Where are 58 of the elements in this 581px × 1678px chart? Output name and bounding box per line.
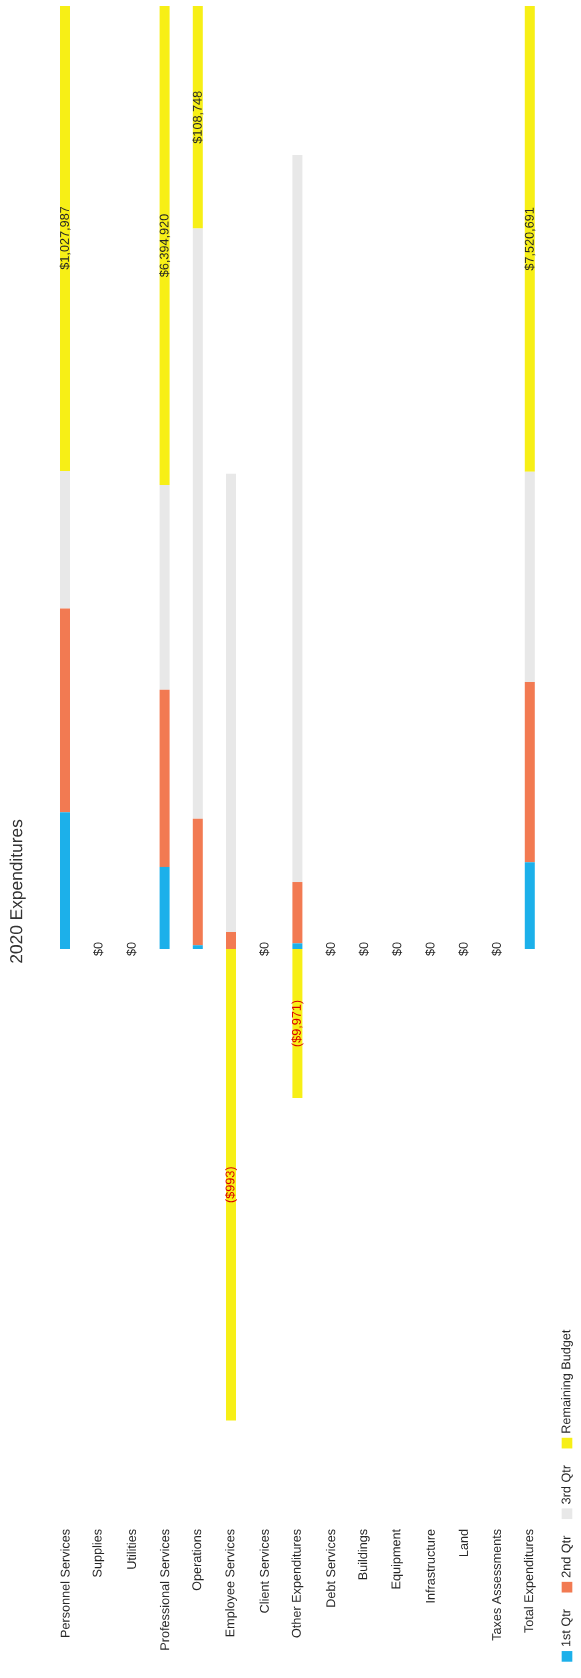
bar (192, 945, 203, 949)
x-tick-label: Supplies (92, 1529, 105, 1577)
x-tick-label: Utilities (126, 1529, 137, 1569)
x-tick-label: Operations (191, 1529, 204, 1591)
bar (226, 932, 236, 949)
bar (192, 6, 203, 229)
bar (159, 6, 170, 486)
bar (192, 818, 203, 946)
text: 1st Qtr (561, 1609, 573, 1647)
bar (226, 948, 236, 1421)
bar (60, 6, 70, 471)
x-tick-label: Taxes Assessments (492, 1529, 502, 1641)
bar (524, 6, 535, 472)
annotation: $0 (259, 942, 270, 956)
annotation: ($993) (224, 1167, 237, 1203)
annotation: $1,027,987 (59, 206, 71, 270)
bar (524, 862, 535, 949)
x-tick-label: Employee Services (225, 1529, 237, 1637)
annotation: $0 (391, 942, 403, 956)
annotation: ($9,971) (291, 1000, 304, 1047)
bar (60, 470, 70, 609)
annotation: $6,394,920 (159, 214, 171, 278)
x-tick-label: Debt Services (325, 1529, 336, 1607)
x-tick-label: Other Expenditures (291, 1529, 304, 1638)
text: Remaining Budget (561, 1329, 573, 1433)
x-tick-label: Infrastructure (425, 1529, 435, 1603)
annotation: $0 (425, 942, 436, 956)
bar (60, 608, 70, 813)
annotation: $0 (93, 942, 104, 956)
annotation: $0 (325, 942, 336, 956)
x-tick-label: Total Expenditures (523, 1529, 536, 1633)
bar (292, 948, 303, 1098)
annotation: $0 (126, 942, 137, 956)
x-tick-label: Personnel Services (60, 1529, 70, 1637)
bar (292, 882, 303, 944)
bar (292, 154, 303, 883)
bar (159, 866, 170, 949)
x-tick-label: Buildings (357, 1529, 370, 1580)
annotation: $7,520,691 (524, 207, 536, 271)
text: 2020 Expenditures (9, 819, 26, 963)
annotation: $108,748 (192, 91, 204, 144)
bar (292, 943, 303, 949)
bar (60, 812, 70, 949)
x-tick-label: Client Services (259, 1529, 269, 1613)
x-tick-label: Equipment (391, 1529, 403, 1589)
bar (524, 682, 535, 863)
x-tick-label: Professional Services (159, 1529, 170, 1650)
bar (159, 689, 170, 867)
annotation: $0 (491, 942, 502, 956)
text: 2nd Qtr (561, 1535, 573, 1578)
text: 3rd Qtr (561, 1465, 573, 1504)
annotation: $0 (358, 942, 369, 956)
x-tick-label: Land (458, 1529, 469, 1557)
bar (159, 485, 170, 690)
bar (192, 228, 203, 819)
bar (226, 473, 236, 932)
bar (524, 471, 535, 683)
annotation: $0 (458, 942, 469, 956)
